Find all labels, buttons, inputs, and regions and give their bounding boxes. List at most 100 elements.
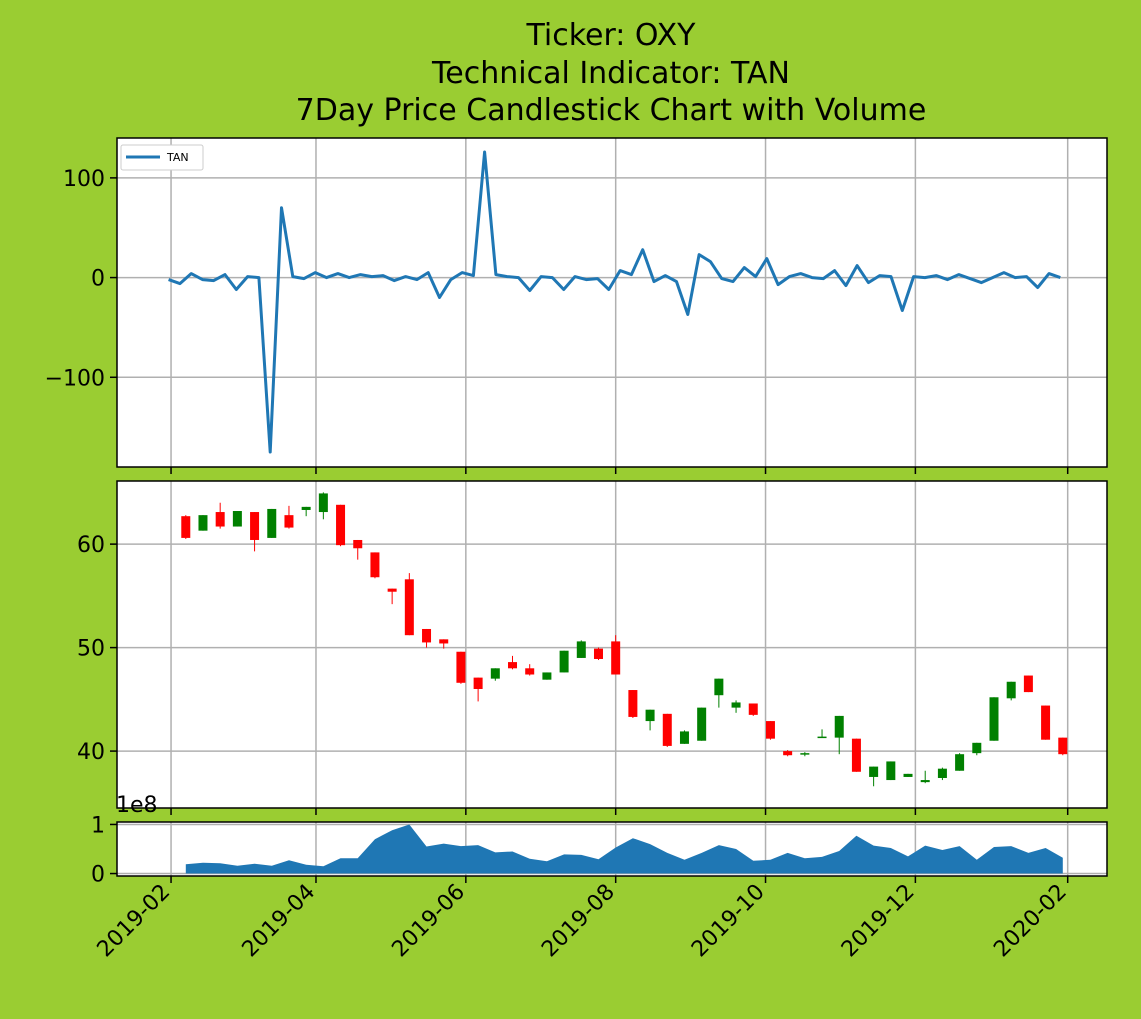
price-ytick-label: 50 <box>77 637 105 662</box>
candle-body <box>748 703 758 715</box>
candle-body <box>731 702 741 708</box>
candle-body <box>1023 675 1033 693</box>
candle-2019-06-27 <box>525 664 535 676</box>
candle-body <box>542 672 552 680</box>
candle-2019-04-04 <box>318 492 328 520</box>
candle-2019-02-14 <box>198 515 208 531</box>
candle-body <box>576 641 586 658</box>
candle-2019-11-28 <box>903 773 913 777</box>
candle-body <box>662 713 672 746</box>
candle-body <box>955 754 965 771</box>
candle-body <box>473 677 483 689</box>
candle-body <box>559 650 569 673</box>
candle-body <box>903 773 913 777</box>
candle-body <box>886 761 896 781</box>
volume-ytick-label: 1 <box>91 813 105 838</box>
candle-2019-06-20 <box>508 655 518 670</box>
candle-2019-06-13 <box>490 668 500 681</box>
candle-2019-11-07 <box>851 738 861 772</box>
candle-2019-08-08 <box>628 690 638 718</box>
candle-body <box>851 738 861 772</box>
candle-2020-01-30 <box>1058 737 1068 756</box>
candle-2019-06-06 <box>473 677 483 702</box>
title-line-indicator: Technical Indicator: TAN <box>431 56 790 91</box>
candle-2020-01-02 <box>989 697 999 741</box>
candle-body <box>697 707 707 741</box>
candle-2019-09-26 <box>748 703 758 716</box>
candle-body <box>972 742 982 754</box>
candle-2019-05-23 <box>439 639 449 649</box>
price-ytick-label: 40 <box>77 740 105 765</box>
candle-2019-09-12 <box>714 678 724 708</box>
candle-body <box>869 766 879 777</box>
candle-2019-02-07 <box>181 515 191 539</box>
candle-body <box>525 668 535 675</box>
candle-2019-07-11 <box>559 650 569 673</box>
candle-body <box>198 515 208 531</box>
indicator-plot-area <box>117 138 1107 467</box>
candle-body <box>508 662 518 669</box>
indicator-ytick-label: 100 <box>63 167 105 192</box>
candle-2019-03-14 <box>267 508 277 538</box>
candle-2019-07-04 <box>542 672 552 680</box>
candle-body <box>645 709 655 722</box>
volume-area <box>185 824 1063 874</box>
candle-2019-03-21 <box>284 505 294 529</box>
candle-2019-11-21 <box>886 761 896 781</box>
candle-body <box>490 668 500 679</box>
title-line-ticker: Ticker: OXY <box>525 18 696 53</box>
candle-2020-01-16 <box>1023 675 1033 693</box>
candle-2019-05-16 <box>422 628 432 648</box>
candle-2019-05-09 <box>404 573 414 636</box>
candle-2019-10-10 <box>783 750 793 757</box>
tan-series-line <box>168 150 1061 454</box>
candle-body <box>679 731 689 744</box>
candle-2019-12-26 <box>972 742 982 756</box>
candle-2019-08-01 <box>611 635 621 675</box>
candle-2019-08-29 <box>679 730 689 744</box>
candle-body <box>456 651 466 683</box>
candle-body <box>267 508 277 538</box>
candle-2019-07-25 <box>593 647 603 661</box>
candle-2019-10-03 <box>765 721 775 740</box>
candle-2019-12-05 <box>920 770 930 784</box>
candle-2019-05-30 <box>456 651 466 684</box>
candle-2019-12-19 <box>955 753 965 771</box>
candle-2019-11-14 <box>869 766 879 787</box>
candle-2019-07-18 <box>576 640 586 658</box>
candle-body <box>215 512 225 527</box>
candle-2019-08-22 <box>662 713 672 747</box>
candle-2020-01-09 <box>1006 681 1016 701</box>
indicator-ytick-label: 0 <box>91 267 105 292</box>
candle-2019-04-18 <box>353 539 363 560</box>
indicator-ytick-label: −100 <box>45 366 105 391</box>
candle-body <box>1041 705 1051 740</box>
candle-body <box>284 515 294 528</box>
legend-label-tan: TAN <box>166 151 189 164</box>
candle-2019-02-21 <box>215 502 225 529</box>
candle-body <box>765 721 775 739</box>
candle-body <box>301 506 311 510</box>
candle-body <box>422 628 432 643</box>
candle-body <box>628 690 638 717</box>
candle-body <box>404 579 414 636</box>
candle-body <box>817 736 827 739</box>
candle-2019-05-02 <box>387 588 397 605</box>
candle-2019-09-19 <box>731 700 741 713</box>
candle-body <box>593 648 603 659</box>
candle-body <box>714 678 724 696</box>
price-border <box>116 480 1108 809</box>
candle-body <box>439 639 449 644</box>
candle-body <box>834 715 844 738</box>
volume-panel: 10 <box>91 813 1108 888</box>
volume-ytick-label: 0 <box>91 863 105 888</box>
candle-body <box>611 641 621 675</box>
volume-border <box>116 821 1108 877</box>
candle-2019-09-05 <box>697 707 707 741</box>
candle-body <box>318 493 328 513</box>
candle-body <box>370 552 380 578</box>
candle-2019-03-28 <box>301 506 311 517</box>
indicator-border <box>116 137 1108 468</box>
candle-2019-10-24 <box>817 729 827 739</box>
candle-body <box>1058 737 1068 755</box>
